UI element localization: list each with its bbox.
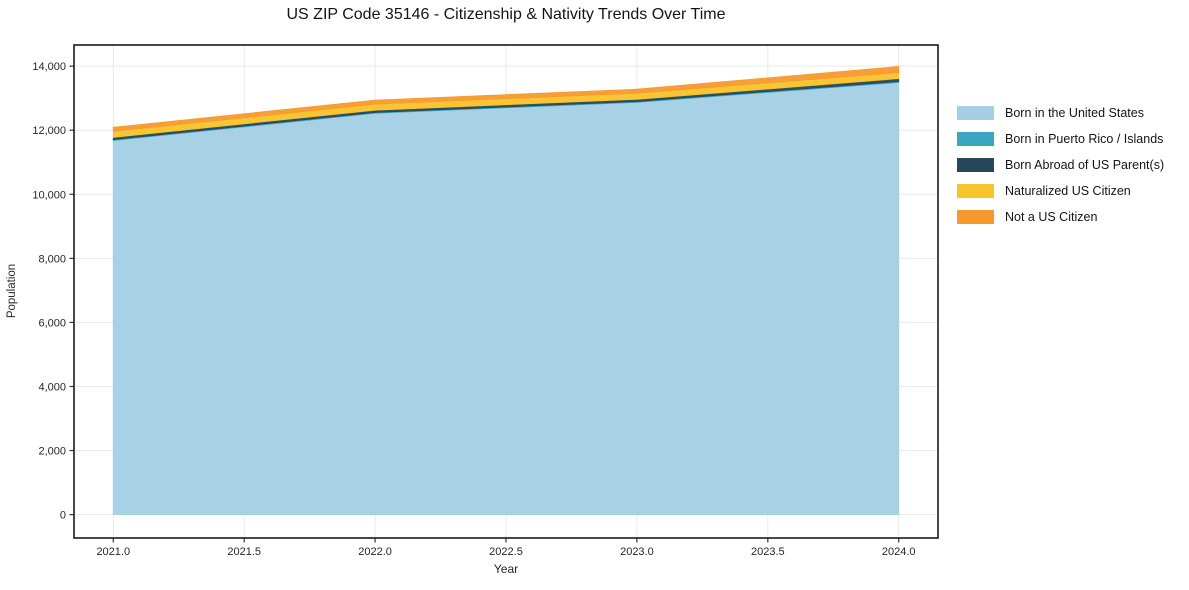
x-tick-label: 2021.5 (227, 546, 261, 558)
y-tick-label: 12,000 (32, 125, 66, 137)
y-tick-label: 10,000 (32, 189, 66, 201)
plot-border (73, 44, 939, 539)
legend-swatch (957, 106, 994, 120)
x-tick-label: 2022.0 (358, 546, 392, 558)
area-layer (112, 82, 900, 516)
chart-title: US ZIP Code 35146 - Citizenship & Nativi… (286, 6, 726, 23)
legend-item: Born Abroad of US Parent(s) (957, 155, 1164, 175)
y-tick-label: 14,000 (32, 61, 66, 73)
x-tick-label: 2024.0 (882, 546, 916, 558)
x-axis-label: Year (493, 562, 519, 576)
y-tick-label: 0 (60, 510, 66, 522)
legend-swatch (957, 158, 994, 172)
legend-item: Not a US Citizen (957, 207, 1164, 227)
legend-item: Born in Puerto Rico / Islands (957, 129, 1164, 149)
y-tick-label: 4,000 (38, 381, 66, 393)
y-tick-label: 6,000 (38, 317, 66, 329)
x-tick-label: 2021.0 (96, 546, 130, 558)
legend-label: Born in Puerto Rico / Islands (1005, 132, 1164, 146)
legend: Born in the United States Born in Puerto … (957, 103, 1164, 227)
legend-label: Naturalized US Citizen (1005, 184, 1131, 198)
x-tick-label: 2023.5 (751, 546, 785, 558)
y-tick-label: 2,000 (38, 446, 66, 458)
x-tick-label: 2023.0 (620, 546, 654, 558)
y-axis-label: Population (6, 263, 18, 319)
legend-item: Born in the United States (957, 103, 1164, 123)
legend-swatch (957, 132, 994, 146)
legend-label: Not a US Citizen (1005, 210, 1098, 224)
legend-swatch (957, 184, 994, 198)
legend-label: Born in the United States (1005, 106, 1144, 120)
area-layer (112, 66, 900, 132)
legend-swatch (957, 210, 994, 224)
axis-ticks: 2021.0 2021.5 2022.0 2022.5 2023.0 2023.5 2024… (32, 61, 915, 558)
legend-label: Born Abroad of US Parent(s) (1005, 158, 1165, 172)
stacked-areas (112, 66, 900, 516)
y-tick-label: 8,000 (38, 253, 66, 265)
legend-item: Naturalized US Citizen (957, 181, 1164, 201)
x-tick-label: 2022.5 (489, 546, 523, 558)
